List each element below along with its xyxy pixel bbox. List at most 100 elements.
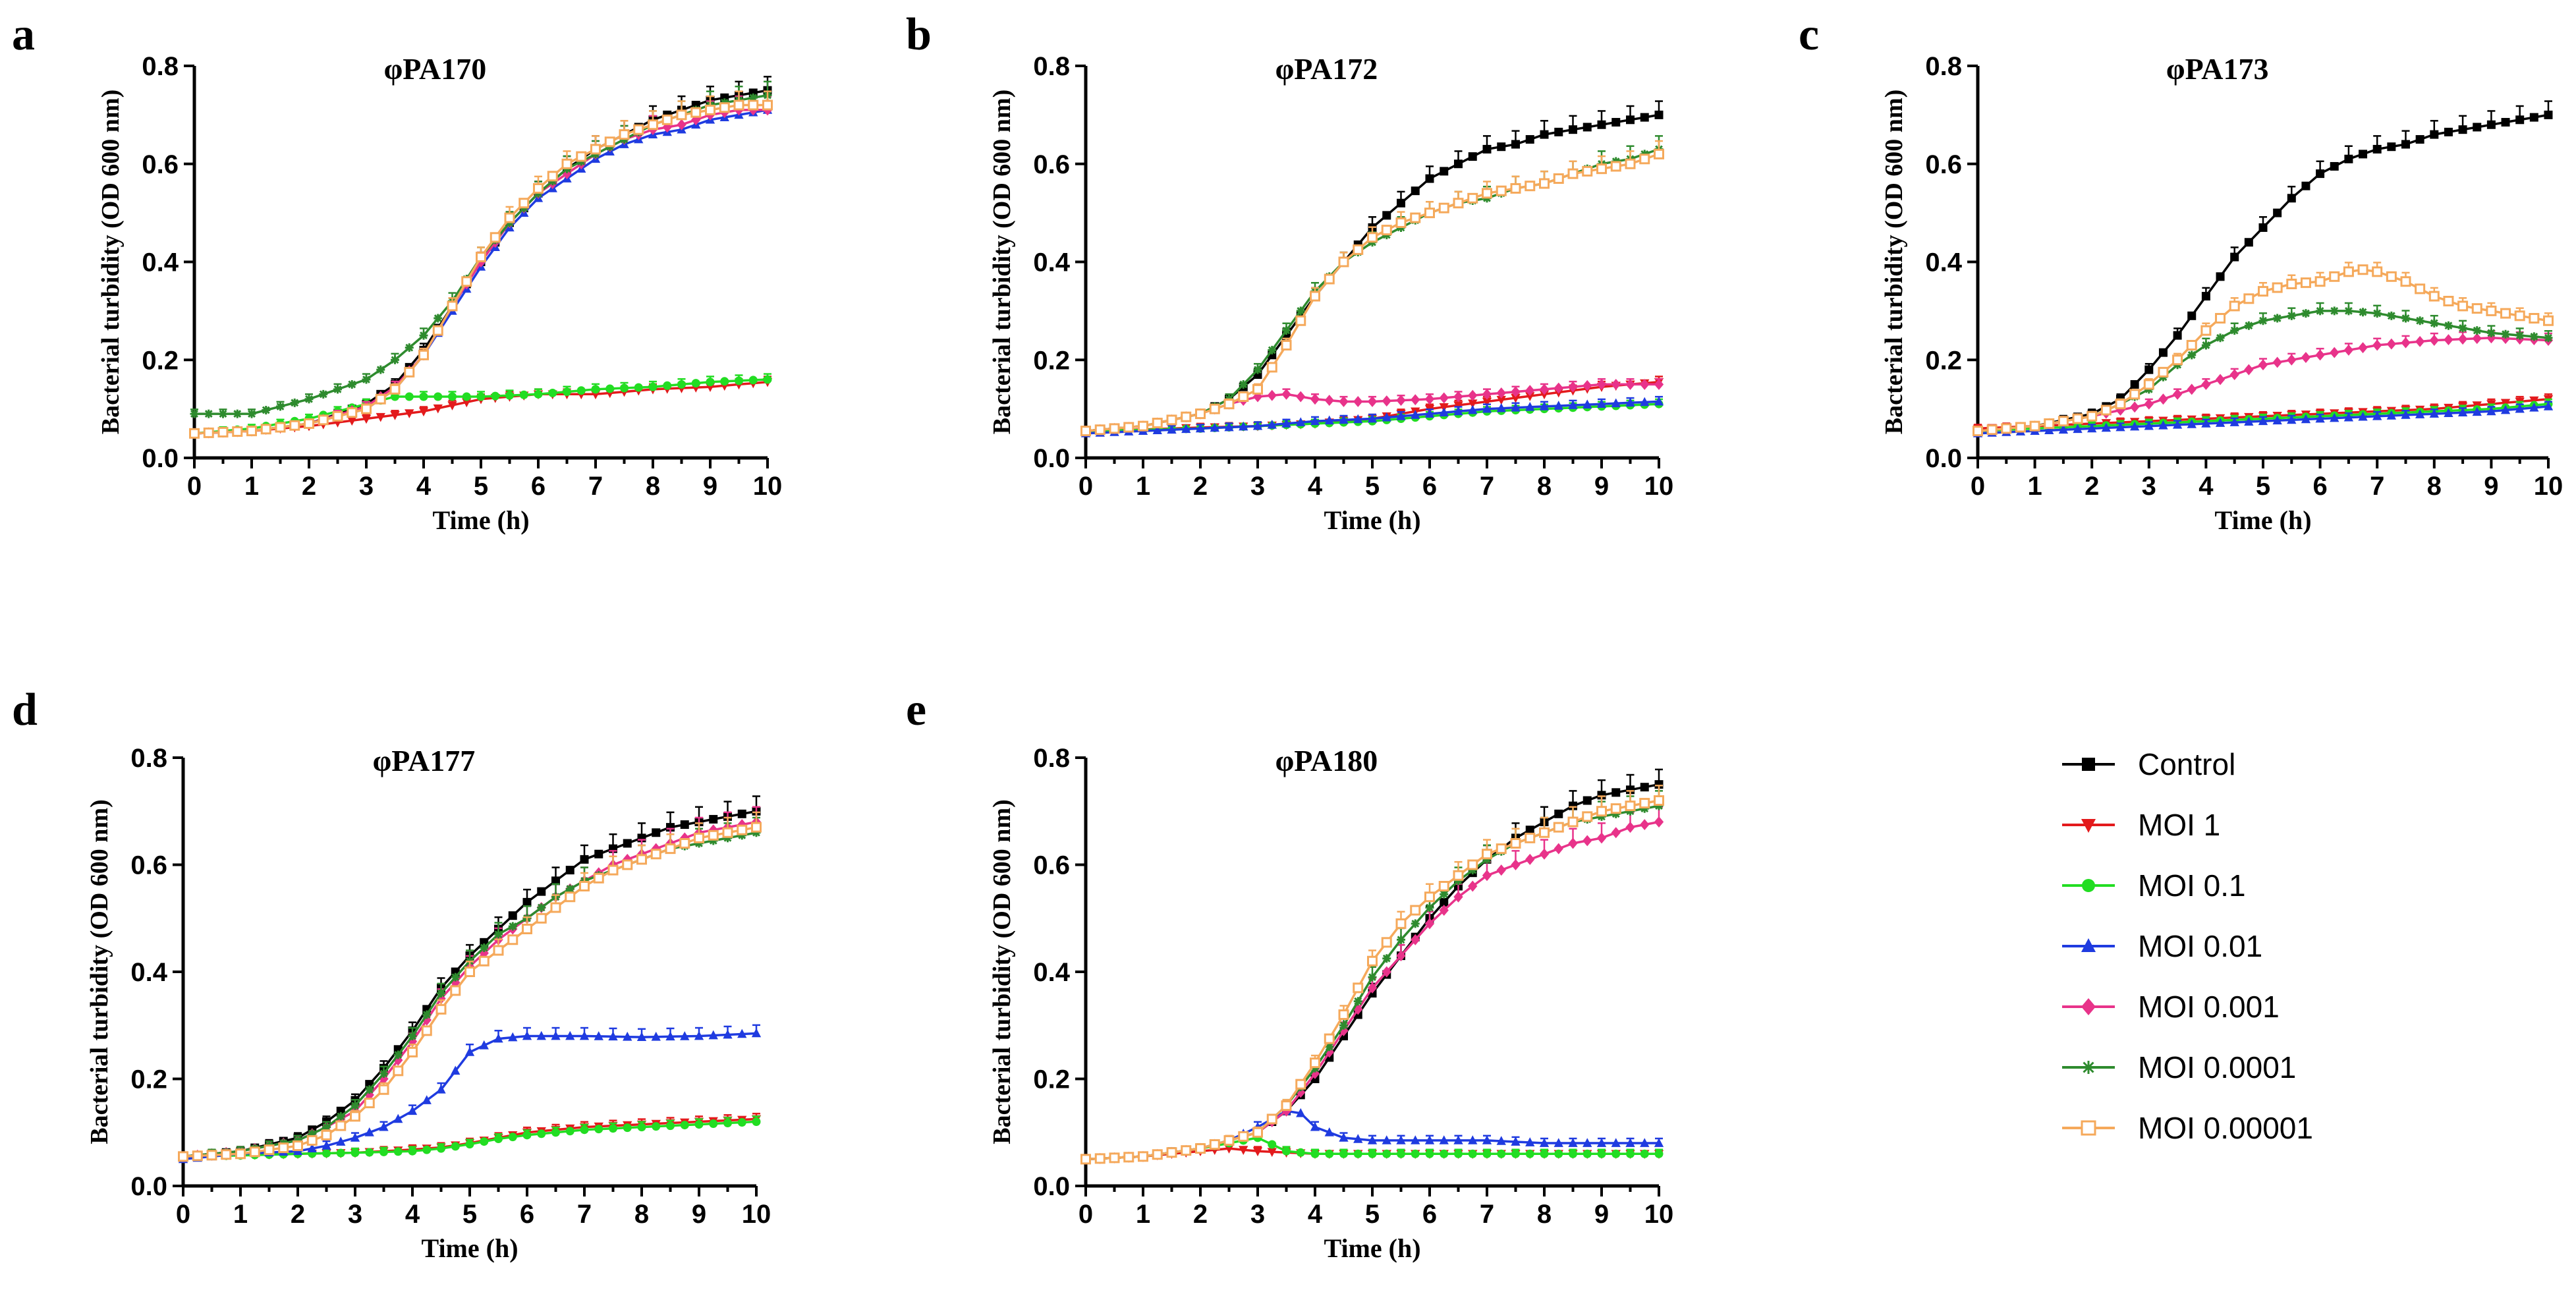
data-point xyxy=(262,405,271,414)
data-point xyxy=(2544,110,2553,119)
data-point xyxy=(2316,169,2325,179)
data-point xyxy=(1281,418,1291,428)
data-point xyxy=(2216,333,2225,343)
data-point xyxy=(1252,420,1263,430)
data-point xyxy=(2457,407,2468,417)
data-point xyxy=(2301,309,2310,318)
legend-item-control: Control xyxy=(2062,747,2235,781)
data-point xyxy=(2258,359,2268,371)
data-point xyxy=(604,136,615,148)
data-point xyxy=(2215,418,2226,427)
data-point xyxy=(1539,383,1550,395)
data-point xyxy=(2515,331,2525,340)
data-point xyxy=(690,107,702,118)
data-point xyxy=(1482,144,1492,154)
data-point xyxy=(2273,314,2282,323)
data-point xyxy=(2244,238,2253,247)
data-point xyxy=(290,398,299,407)
data-point xyxy=(751,822,762,833)
data-point xyxy=(2216,272,2225,281)
data-point xyxy=(651,1031,661,1041)
data-point xyxy=(1453,870,1464,881)
data-point xyxy=(508,922,517,931)
data-point xyxy=(1569,125,1577,134)
data-point xyxy=(2315,349,2325,361)
x-tick-label: 7 xyxy=(1480,472,1494,501)
x-tick-label: 0 xyxy=(1971,472,1985,501)
data-point xyxy=(1252,383,1263,395)
data-point xyxy=(1453,401,1463,410)
data-point xyxy=(1324,273,1335,285)
data-point xyxy=(451,972,460,982)
x-tick-label: 0 xyxy=(176,1200,190,1229)
y-tick-label: 0.6 xyxy=(130,851,167,880)
data-point xyxy=(1496,843,1507,855)
data-point xyxy=(2200,325,2212,336)
x-tick-label: 0 xyxy=(187,472,202,501)
legend-label: MOI 0.1 xyxy=(2138,868,2246,903)
data-point xyxy=(1397,1149,1405,1158)
series-line xyxy=(182,820,757,1158)
data-point xyxy=(1324,415,1334,425)
data-point xyxy=(376,412,385,422)
data-point xyxy=(2130,380,2139,389)
data-point xyxy=(663,381,672,390)
data-point xyxy=(2244,416,2254,426)
data-point xyxy=(2429,408,2439,418)
data-point xyxy=(365,1148,374,1157)
x-tick-label: 2 xyxy=(302,472,316,501)
data-point xyxy=(708,830,719,841)
data-point xyxy=(480,1137,489,1146)
data-point xyxy=(1468,1149,1477,1158)
x-tick-label: 2 xyxy=(1193,472,1208,501)
chart-panel-c: c φPA173 0.0 0.2 0.4 0.6 0.8 0 1 2 3 4 5 6 7 8 9 10 Time (… xyxy=(1799,9,2563,535)
data-point xyxy=(2428,291,2440,302)
y-tick-label: 0.2 xyxy=(1033,346,1070,375)
data-point xyxy=(1567,168,1579,179)
data-point xyxy=(708,1030,718,1040)
data-point xyxy=(2515,403,2525,413)
data-point xyxy=(2329,271,2340,282)
data-point xyxy=(1123,1152,1134,1163)
data-point xyxy=(2073,424,2083,434)
x-tick-label: 6 xyxy=(1422,472,1437,501)
data-point xyxy=(1268,345,1277,354)
data-point xyxy=(418,407,429,417)
data-point xyxy=(2344,306,2353,316)
data-point xyxy=(2415,409,2425,418)
data-point xyxy=(462,392,471,401)
data-point xyxy=(694,1030,704,1040)
x-tick-label: 8 xyxy=(634,1200,649,1229)
data-point xyxy=(1539,178,1550,189)
data-point xyxy=(1424,408,1435,418)
data-point xyxy=(2372,144,2382,154)
data-point xyxy=(1368,1149,1377,1158)
data-point xyxy=(722,827,733,838)
data-point xyxy=(580,1125,589,1135)
data-point xyxy=(622,859,633,870)
data-point xyxy=(1497,1149,1506,1158)
legend-item-moi00001: MOI 0.0001 xyxy=(2062,1050,2296,1084)
data-point xyxy=(1453,406,1463,416)
data-point xyxy=(476,252,486,263)
data-point xyxy=(636,854,647,865)
data-point xyxy=(347,407,358,418)
y-tick-label: 0.2 xyxy=(1925,346,1962,375)
data-point xyxy=(1596,163,1607,175)
data-point xyxy=(1597,1149,1606,1158)
data-point xyxy=(1525,135,1534,144)
data-point xyxy=(2229,417,2239,426)
data-point xyxy=(1367,1135,1378,1144)
data-point xyxy=(1554,843,1563,855)
data-point xyxy=(1554,1149,1563,1158)
data-point xyxy=(705,104,715,115)
data-point xyxy=(407,1046,418,1057)
data-point xyxy=(519,390,528,399)
data-point xyxy=(1367,955,1378,967)
data-point xyxy=(1439,407,1449,417)
series-moi-0-00001 xyxy=(189,90,773,439)
data-point xyxy=(1310,1057,1320,1069)
x-tick-label: 2 xyxy=(2085,472,2099,501)
y-tick-label: 0.4 xyxy=(130,958,167,987)
data-point xyxy=(1568,400,1578,409)
